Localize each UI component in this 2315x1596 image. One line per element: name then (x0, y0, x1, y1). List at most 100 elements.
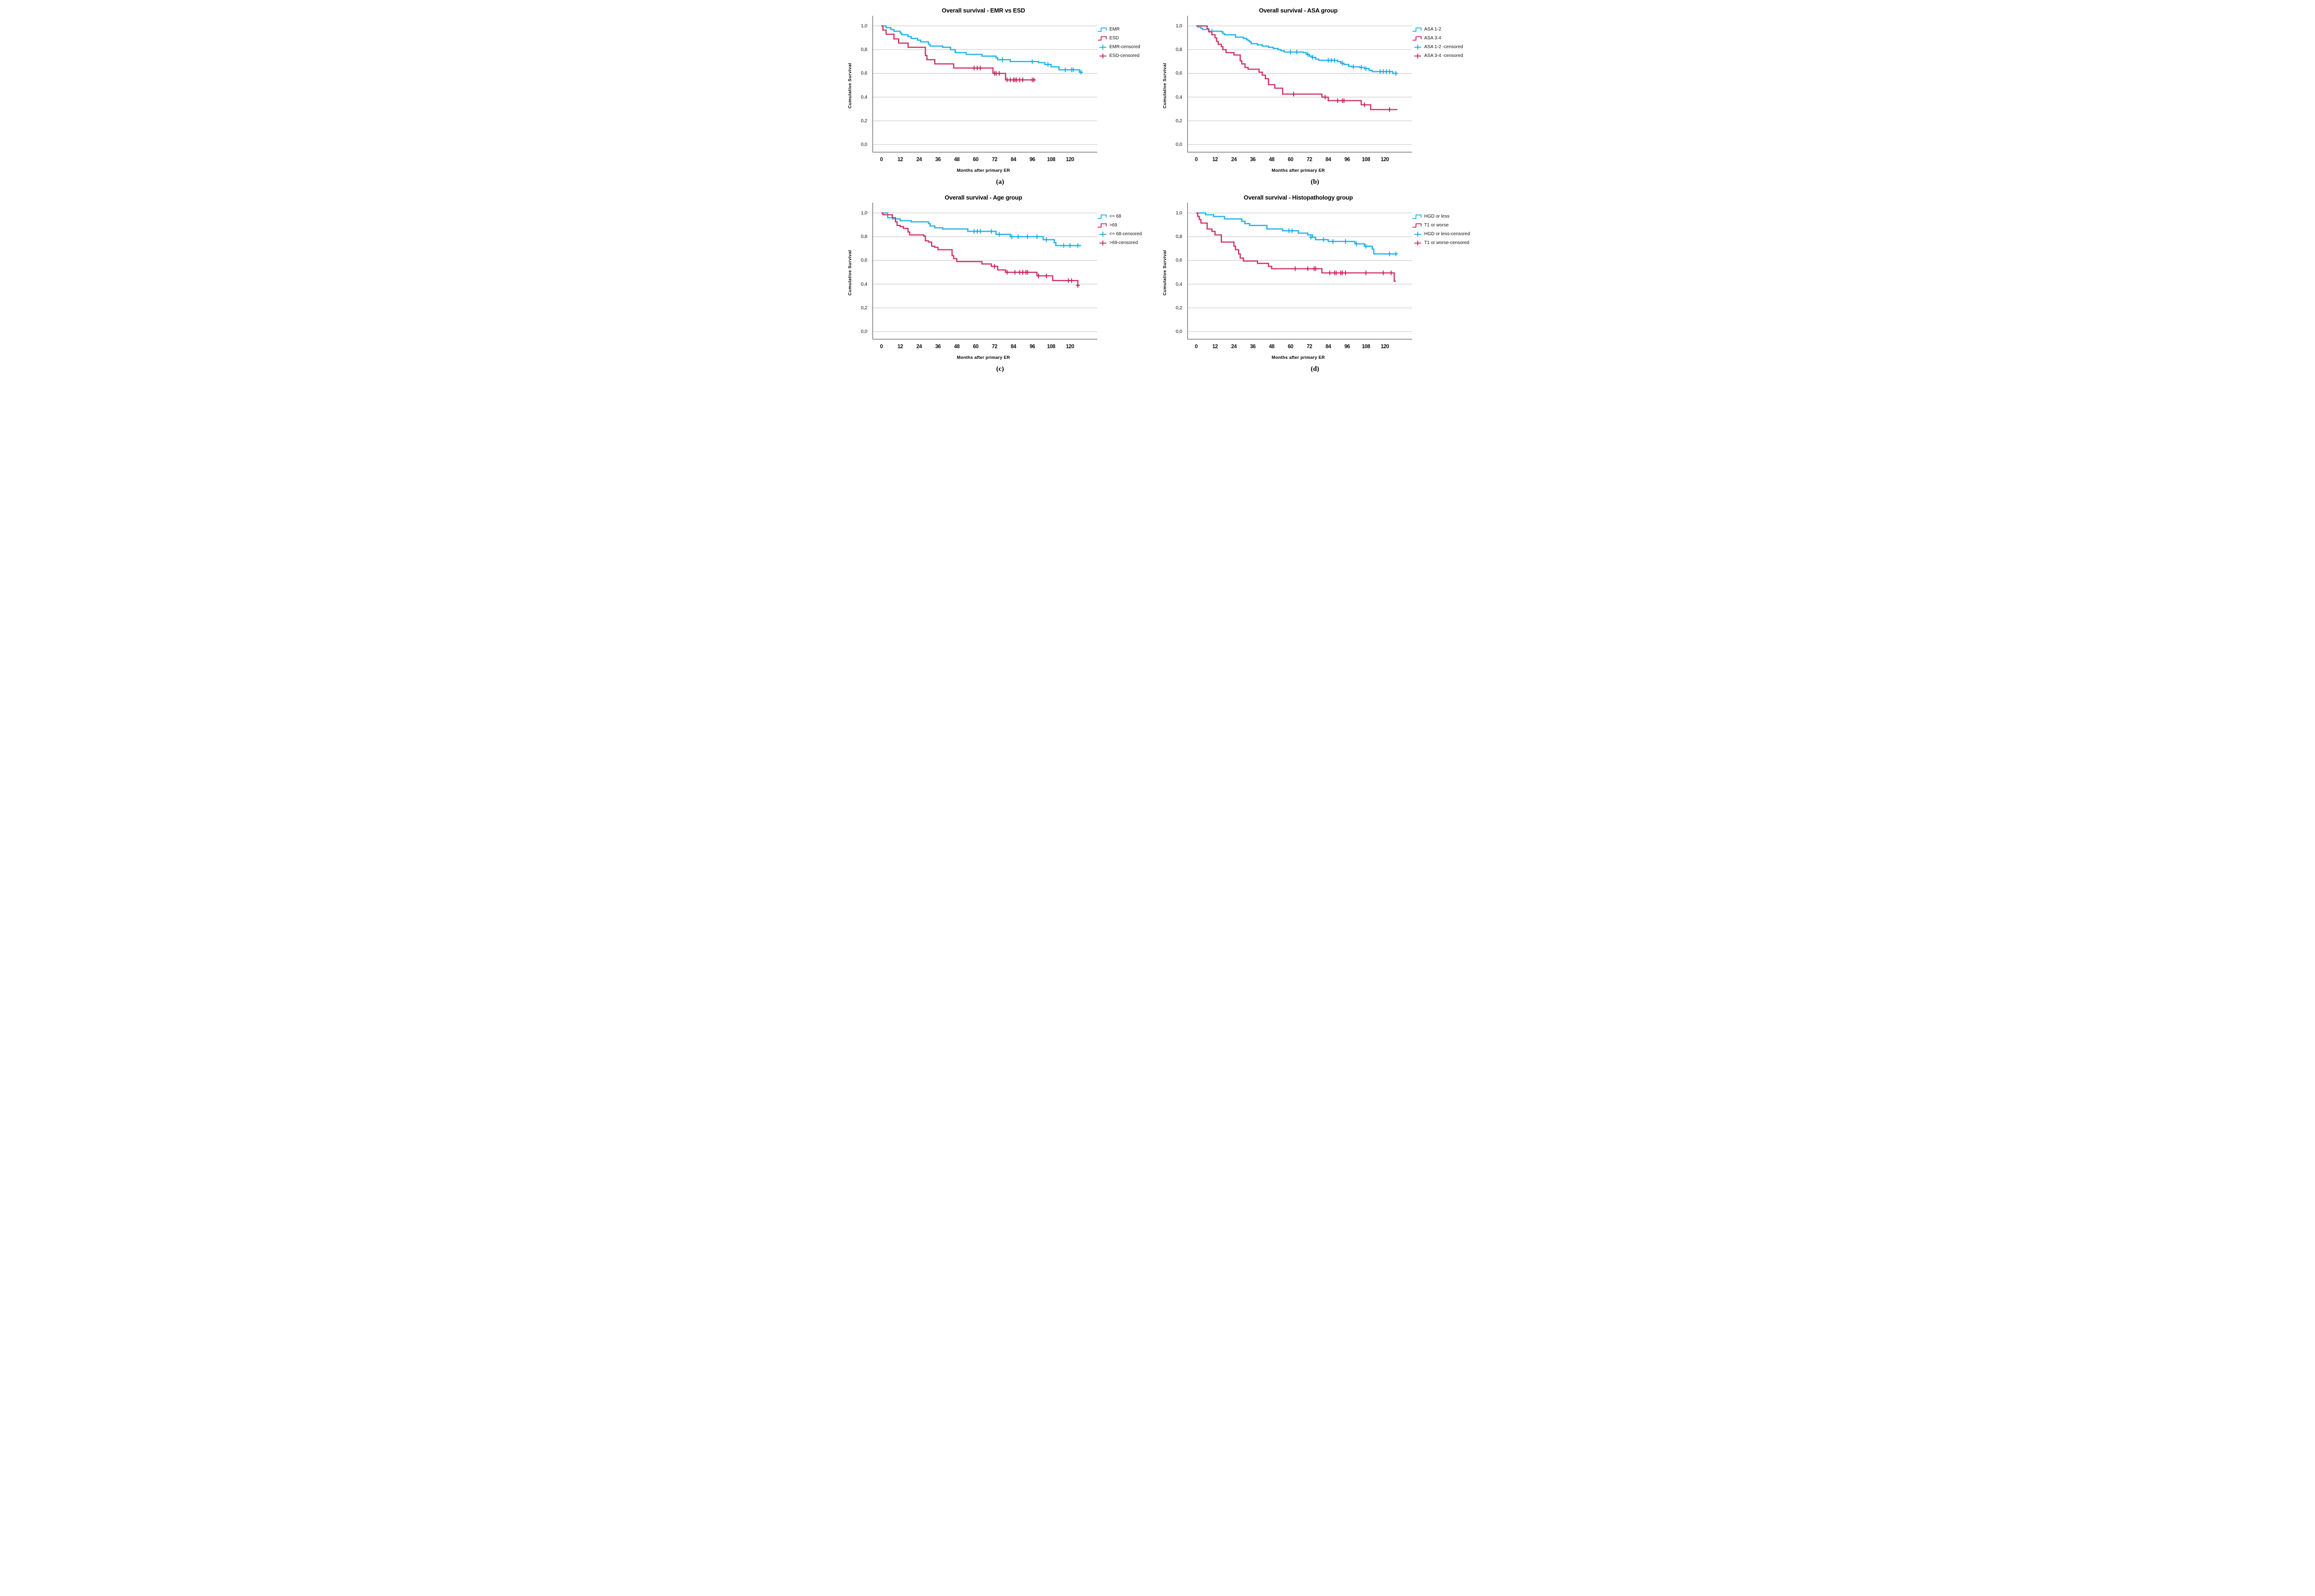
chart-title: Overall survival - Histopathology group (1244, 194, 1353, 201)
y-axis-label: Cumulative Survival (847, 63, 853, 109)
y-tick-label: 0,8 (861, 234, 867, 240)
y-tick-label: 1,0 (1176, 210, 1182, 216)
legend-item: <= 68-censored (1097, 231, 1157, 238)
legend-item: <= 68 (1097, 213, 1157, 220)
x-tick-label: 108 (1047, 344, 1056, 350)
x-tick-label: 0 (1195, 157, 1198, 163)
plot-row: Cumulative Survival 1,0 0,8 0,6 0,4 0,2 0,0 A… (1161, 16, 1471, 156)
y-axis-label-column: Cumulative Survival (1161, 16, 1169, 156)
plot-row: Cumulative Survival 1,0 0,8 0,6 0,4 0,2 0,0 E… (846, 16, 1157, 156)
legend-step-line-icon (1097, 36, 1107, 41)
series-halo-68 (881, 212, 1081, 247)
title-row: Overall survival - Histopathology group (1184, 194, 1412, 203)
legend-censor-plus-icon (1099, 240, 1107, 246)
x-axis-ticks: 0 12 24 36 48 60 72 84 96 108 120 (870, 344, 1097, 351)
series-line-t1-or-worse (1196, 213, 1396, 282)
legend-censor-plus-icon (1099, 44, 1107, 50)
x-axis-label-row: Months after primary ER (1184, 353, 1412, 360)
legend-censor-plus-icon (1099, 231, 1107, 237)
x-tick-label: 12 (897, 344, 903, 350)
chart-title: Overall survival - Age group (945, 194, 1022, 201)
legend-label: HGD or less (1424, 214, 1450, 219)
x-tick-label: 24 (916, 344, 922, 350)
chart-title: Overall survival - EMR vs ESD (942, 7, 1025, 14)
x-tick-label: 48 (1269, 157, 1275, 163)
km-chart-d: Overall survival - Histopathology group … (1158, 192, 1472, 360)
figure-overall-survival-panels: Overall survival - EMR vs ESD Cumulative… (843, 0, 1472, 384)
legend-item: T1 or worse (1412, 222, 1471, 229)
km-plot (1187, 203, 1412, 340)
x-tick-label: 120 (1066, 344, 1074, 350)
legend-label: ASA 1-2 -censored (1424, 44, 1463, 50)
legend: HGD or less T1 or worse HGD or less-censor… (1412, 203, 1471, 343)
x-tick-label: 84 (1325, 157, 1331, 163)
plot-area (1184, 16, 1412, 156)
legend-step-line-icon (1412, 27, 1422, 32)
x-tick-label: 84 (1010, 344, 1016, 350)
legend-item: ESD-censored (1097, 52, 1157, 59)
panel-d: Overall survival - Histopathology group … (1158, 192, 1472, 378)
y-tick-label: 0,0 (1176, 329, 1182, 335)
chart-title: Overall survival - ASA group (1259, 7, 1338, 14)
x-tick-label: 24 (1231, 157, 1237, 163)
y-tick-label: 0,8 (861, 47, 867, 53)
y-tick-label: 0,2 (1176, 118, 1182, 124)
legend-label: T1 or worse (1424, 223, 1449, 228)
y-tick-label: 0,6 (1176, 70, 1182, 76)
km-chart-a: Overall survival - EMR vs ESD Cumulative… (843, 5, 1158, 173)
km-chart-c: Overall survival - Age group Cumulative … (843, 192, 1158, 360)
x-tick-label: 24 (1231, 344, 1237, 350)
panel-caption: (d) (1310, 365, 1320, 373)
km-plot (1187, 16, 1412, 153)
panel-caption: (c) (996, 365, 1004, 373)
x-tick-label: 72 (992, 344, 997, 350)
legend-label: EMR-censored (1109, 44, 1140, 50)
legend-label: HGD or less-censored (1424, 232, 1470, 237)
x-tick-label: 12 (1212, 157, 1218, 163)
legend-step-line-icon (1097, 214, 1107, 219)
x-axis-label: Months after primary ER (957, 168, 1010, 173)
y-tick-label: 0,8 (1176, 234, 1182, 240)
title-row: Overall survival - ASA group (1184, 6, 1412, 16)
km-plot (872, 16, 1097, 153)
plot-area (870, 203, 1097, 343)
x-tick-label: 36 (1250, 344, 1256, 350)
x-axis-label-row: Months after primary ER (1184, 166, 1412, 173)
plot-area (1184, 203, 1412, 343)
legend-step-line-icon (1097, 223, 1107, 228)
y-axis-ticks: 1,0 0,8 0,6 0,4 0,2 0,0 (854, 16, 870, 156)
x-axis-label: Months after primary ER (1271, 168, 1325, 173)
x-tick-label: 96 (1344, 344, 1350, 350)
y-tick-label: 1,0 (1176, 23, 1182, 29)
x-tick-label: 24 (916, 157, 922, 163)
x-tick-label: 96 (1029, 344, 1035, 350)
y-axis-label-column: Cumulative Survival (846, 203, 854, 343)
legend-item: ASA 3-4 (1412, 35, 1471, 42)
panel-c: Overall survival - Age group Cumulative … (843, 192, 1158, 378)
y-tick-label: 0,0 (861, 329, 867, 335)
x-tick-label: 36 (1250, 157, 1256, 163)
y-axis-label-column: Cumulative Survival (1161, 203, 1169, 343)
x-tick-label: 120 (1381, 157, 1389, 163)
legend-item: ASA 1-2 -censored (1412, 44, 1471, 50)
y-tick-label: 0,4 (1176, 94, 1182, 100)
legend-label: <= 68 (1109, 214, 1121, 219)
y-axis-ticks: 1,0 0,8 0,6 0,4 0,2 0,0 (1169, 16, 1184, 156)
series-line-hgd-or-less (1196, 213, 1398, 255)
plot-row: Cumulative Survival 1,0 0,8 0,6 0,4 0,2 0,0 H… (1161, 203, 1471, 343)
y-tick-label: 0,2 (1176, 305, 1182, 311)
plot-area (870, 16, 1097, 156)
y-tick-label: 0,0 (861, 142, 867, 148)
x-tick-label: 36 (935, 157, 941, 163)
legend-label: >69-censored (1109, 240, 1138, 245)
x-tick-label: 12 (1212, 344, 1218, 350)
y-tick-label: 0,6 (861, 70, 867, 76)
x-axis-label: Months after primary ER (1271, 355, 1325, 360)
legend-censor-plus-icon (1414, 231, 1421, 237)
y-tick-label: 0,4 (861, 281, 867, 287)
x-tick-label: 48 (954, 344, 960, 350)
panel-a: Overall survival - EMR vs ESD Cumulative… (843, 5, 1158, 191)
legend-label: ESD-censored (1109, 53, 1140, 58)
legend-item: >69-censored (1097, 239, 1157, 246)
legend-item: T1 or worse-censored (1412, 239, 1471, 246)
